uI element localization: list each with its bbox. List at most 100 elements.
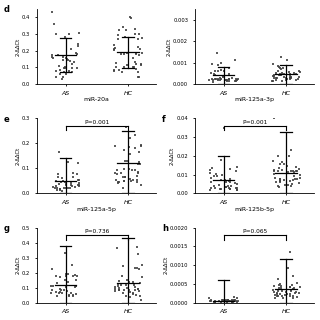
Point	[281, 178, 286, 183]
Point	[275, 291, 280, 296]
Point	[286, 154, 291, 159]
Point	[277, 64, 282, 69]
Point	[216, 77, 221, 83]
Point	[72, 284, 77, 290]
Point	[289, 75, 294, 80]
Point	[50, 284, 55, 289]
Point	[113, 45, 118, 50]
Point	[133, 51, 138, 56]
Point	[60, 178, 65, 183]
Point	[133, 133, 138, 138]
Point	[59, 180, 64, 185]
Point	[234, 298, 239, 303]
Text: P=0.001: P=0.001	[242, 120, 268, 125]
Point	[208, 168, 213, 173]
Point	[290, 177, 295, 182]
Point	[287, 284, 292, 290]
Point	[73, 284, 78, 289]
Point	[119, 273, 124, 278]
Y-axis label: 2-ΔΔCt: 2-ΔΔCt	[167, 37, 172, 56]
Point	[55, 172, 60, 177]
Point	[135, 37, 140, 42]
Point	[218, 178, 223, 183]
Point	[63, 180, 68, 185]
Point	[140, 262, 145, 268]
Point	[295, 177, 300, 182]
Point	[76, 160, 81, 165]
Point	[70, 273, 76, 278]
Point	[127, 144, 132, 149]
Point	[224, 77, 229, 82]
Point	[132, 284, 137, 289]
Point	[64, 185, 69, 190]
Point	[132, 145, 137, 150]
Point	[221, 299, 227, 304]
Point	[289, 181, 294, 187]
Point	[74, 172, 79, 177]
Point	[116, 27, 121, 32]
Point	[119, 282, 124, 287]
Point	[230, 298, 236, 303]
Point	[117, 287, 122, 292]
Point	[63, 183, 68, 188]
Point	[209, 180, 214, 185]
Point	[122, 175, 127, 180]
Point	[213, 185, 218, 190]
Point	[74, 65, 79, 70]
Point	[209, 186, 214, 191]
Point	[272, 167, 277, 172]
Point	[287, 292, 292, 297]
Point	[139, 51, 144, 56]
Point	[226, 79, 231, 84]
Point	[293, 168, 298, 173]
Point	[60, 75, 66, 80]
Point	[215, 76, 220, 81]
Point	[74, 284, 79, 289]
Point	[62, 65, 67, 70]
Point	[65, 56, 70, 61]
Point	[281, 296, 286, 301]
Point	[76, 183, 81, 188]
Point	[273, 71, 278, 76]
Point	[134, 61, 139, 67]
Point	[120, 263, 125, 268]
Point	[270, 74, 275, 79]
Y-axis label: 2-ΔΔCt: 2-ΔΔCt	[15, 147, 20, 165]
Point	[281, 71, 286, 76]
Point	[119, 171, 124, 176]
Point	[297, 290, 302, 295]
Point	[112, 47, 117, 52]
Point	[277, 176, 282, 181]
Point	[127, 289, 132, 294]
Point	[113, 144, 118, 149]
Point	[69, 69, 74, 75]
Point	[220, 74, 225, 79]
Point	[49, 283, 54, 288]
Point	[224, 180, 229, 185]
Point	[135, 44, 140, 49]
Point	[271, 283, 276, 288]
Point	[209, 62, 214, 67]
Point	[125, 158, 130, 163]
Point	[272, 72, 277, 77]
Point	[128, 15, 133, 20]
Point	[76, 44, 81, 49]
Point	[207, 77, 212, 82]
Point	[277, 165, 282, 170]
Point	[63, 71, 68, 76]
Point	[64, 288, 69, 293]
Point	[293, 77, 298, 83]
Point	[134, 180, 139, 185]
Point	[292, 176, 298, 181]
Point	[209, 166, 214, 171]
Point	[132, 282, 137, 287]
Point	[290, 295, 295, 300]
Point	[218, 68, 223, 73]
Point	[278, 179, 283, 184]
Point	[227, 77, 232, 82]
Point	[215, 62, 220, 67]
Point	[122, 148, 127, 153]
Point	[112, 47, 117, 52]
Text: e: e	[4, 115, 10, 124]
Point	[287, 70, 292, 75]
